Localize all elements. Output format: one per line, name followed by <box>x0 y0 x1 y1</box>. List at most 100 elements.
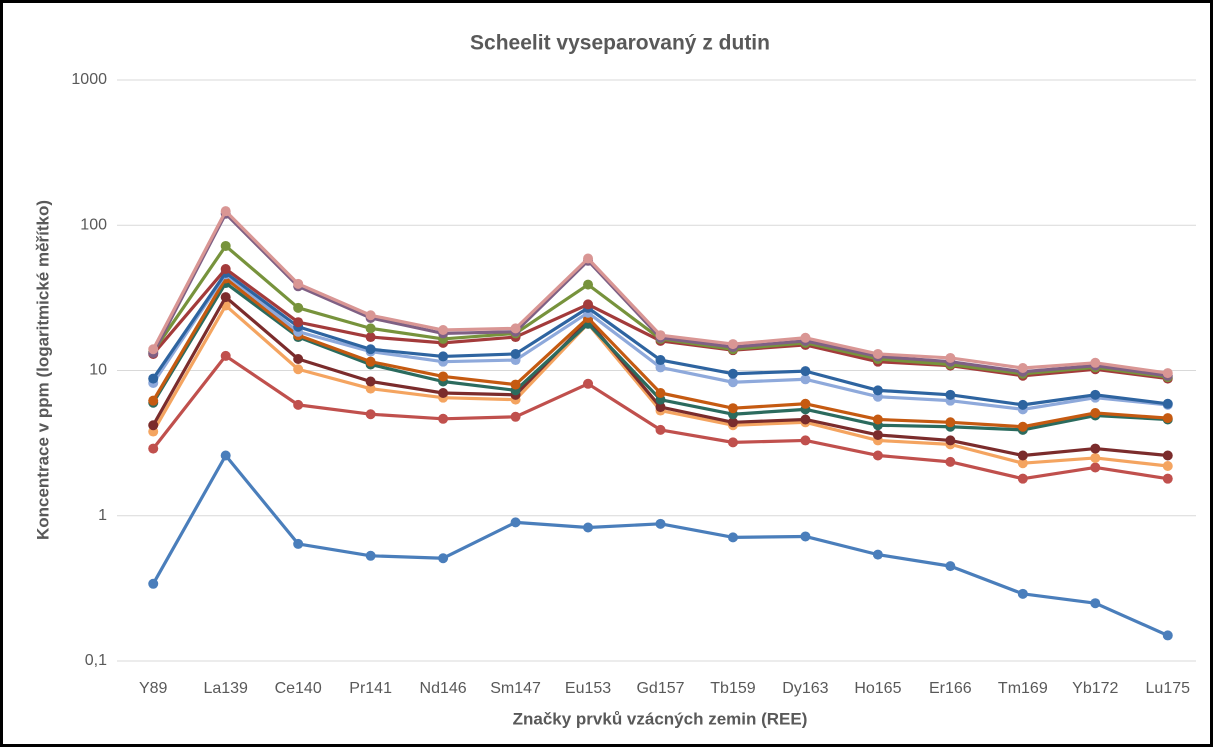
data-point <box>872 549 883 560</box>
x-tick-label: Er166 <box>929 680 972 697</box>
data-point <box>1162 461 1173 472</box>
data-point <box>365 550 376 561</box>
data-point <box>800 414 811 425</box>
data-point <box>1090 357 1101 368</box>
data-point <box>148 395 159 406</box>
data-point <box>800 435 811 446</box>
data-point <box>872 450 883 461</box>
data-point <box>945 435 956 446</box>
data-point <box>1162 450 1173 461</box>
x-tick-label: Nd146 <box>420 680 467 697</box>
data-point <box>945 456 956 467</box>
data-point <box>1162 398 1173 409</box>
data-point <box>1162 630 1173 641</box>
data-point <box>655 330 666 341</box>
data-point <box>583 299 594 310</box>
data-point <box>655 424 666 435</box>
data-point <box>945 389 956 400</box>
data-point <box>727 403 738 414</box>
data-point <box>583 378 594 389</box>
data-point <box>1090 389 1101 400</box>
data-point <box>800 374 811 385</box>
data-point <box>727 339 738 350</box>
x-tick-label: La139 <box>203 680 248 697</box>
data-point <box>655 402 666 413</box>
data-point <box>727 417 738 428</box>
data-point <box>1162 413 1173 424</box>
data-point <box>148 443 159 454</box>
data-point <box>365 356 376 367</box>
data-point <box>945 352 956 363</box>
data-point <box>1090 598 1101 609</box>
data-point <box>293 538 304 549</box>
data-point <box>148 373 159 384</box>
x-tick-label: Sm147 <box>490 680 541 697</box>
data-point <box>510 411 521 422</box>
data-point <box>365 383 376 394</box>
y-tick-label: 100 <box>80 216 107 233</box>
data-point <box>655 387 666 398</box>
data-point <box>438 351 449 362</box>
data-point <box>800 332 811 343</box>
x-tick-label: Tb159 <box>710 680 755 697</box>
data-point <box>438 371 449 382</box>
data-point <box>800 531 811 542</box>
data-point <box>727 532 738 543</box>
data-point <box>365 409 376 420</box>
data-point <box>148 578 159 589</box>
data-point <box>148 344 159 355</box>
data-point <box>1090 462 1101 473</box>
data-point <box>872 429 883 440</box>
x-tick-label: Gd157 <box>636 680 684 697</box>
data-point <box>583 253 594 264</box>
data-point <box>1090 407 1101 418</box>
data-point <box>220 350 231 361</box>
x-tick-label: Dy163 <box>782 680 828 697</box>
data-point <box>1017 421 1028 432</box>
data-point <box>510 323 521 334</box>
x-tick-label: Eu153 <box>565 680 611 697</box>
y-tick-label: 0,1 <box>85 652 107 669</box>
y-tick-label: 10 <box>89 362 107 379</box>
data-point <box>220 450 231 461</box>
data-point <box>438 387 449 398</box>
data-point <box>655 355 666 366</box>
data-point <box>583 522 594 533</box>
data-point <box>293 317 304 328</box>
x-tick-label: Lu175 <box>1146 680 1191 697</box>
data-point <box>583 279 594 290</box>
data-point <box>872 414 883 425</box>
x-tick-label: Yb172 <box>1072 680 1118 697</box>
data-point <box>365 376 376 387</box>
data-point <box>293 278 304 289</box>
data-point <box>438 325 449 336</box>
data-point <box>220 240 231 251</box>
data-point <box>365 344 376 355</box>
data-point <box>1162 473 1173 484</box>
data-point <box>220 263 231 274</box>
data-point <box>293 364 304 375</box>
y-axis-title: Koncentrace v ppm (logaritmické měřítko) <box>33 200 52 540</box>
data-point <box>655 518 666 529</box>
y-tick-label: 1 <box>98 507 107 524</box>
data-point <box>800 398 811 409</box>
data-point <box>1090 443 1101 454</box>
data-point <box>365 310 376 321</box>
data-point <box>220 206 231 217</box>
data-point <box>1162 368 1173 379</box>
data-point <box>945 417 956 428</box>
data-point <box>1017 399 1028 410</box>
data-point <box>1017 473 1028 484</box>
data-point <box>510 517 521 528</box>
data-point <box>293 399 304 410</box>
data-point <box>293 302 304 313</box>
data-point <box>510 348 521 359</box>
data-point <box>438 413 449 424</box>
x-tick-label: Ho165 <box>854 680 901 697</box>
data-point <box>438 553 449 564</box>
x-axis-title: Značky prvků vzácných zemin (REE) <box>513 709 808 728</box>
data-point <box>365 332 376 343</box>
data-point <box>872 385 883 396</box>
